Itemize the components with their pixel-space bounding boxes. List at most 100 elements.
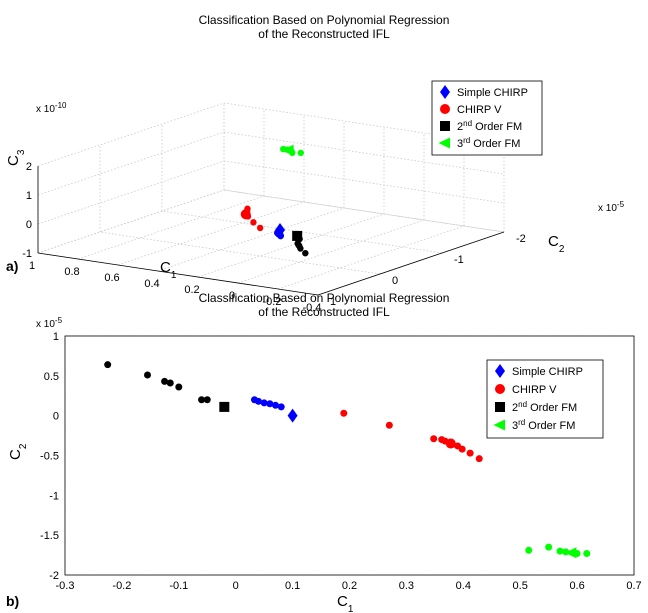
panel-b-legend-box [486,359,604,439]
panel-a-legend-label: CHIRP V [457,104,502,116]
panel-a-c2-tick-label: -1 [454,254,464,266]
panel-a-legend: Simple CHIRP CHIRP V 2nd Order FM 3rd Order… [431,80,543,156]
panel-a-point-chirp-v [244,205,251,212]
panel-b-point-chirp-v [475,455,483,463]
panel-a-wall-grid [37,189,225,254]
panel-b-legend-label: 2nd Order FM [512,400,577,415]
panel-a-wall-grid [223,160,505,204]
panel-a-legend-label: 3rd Order FM [457,136,520,151]
panel-b-ytick-label: 1 [53,331,59,343]
panel-b-c2-exponent: x 10-5 [36,316,63,331]
panel-b-point-simple-chirp [277,403,285,411]
panel-b-ytick-label: 0 [53,411,59,423]
panel-a-point-2nd-order-fm [302,249,309,257]
panel-a-point-chirp-v [250,219,257,226]
panel-b-point-2nd-order-fm [198,396,206,404]
panel-a-c1-tick-label: 0.2 [184,284,199,296]
panel-a-xlabel: C1 [160,259,177,281]
panel-b-xtick-label: 0.3 [399,580,414,592]
panel-a-c1-axis [37,252,319,296]
panel-b-legend-marker [495,384,505,394]
panel-a-legend-label: 2nd Order FM [457,119,522,134]
panel-b-point-2nd-order-fm [175,383,183,391]
panel-b-point-simple-chirp [250,396,258,404]
panel-b-point-chirp-v [441,437,449,445]
panel-b-point-3rd-order-fm [573,549,581,557]
panel-a-legend-marker [438,137,450,149]
panel-a-c2-axis [317,231,505,296]
panel-a-point-simple-chirp [277,232,284,240]
panel-b-point-chirp-v [458,445,466,453]
panel-b-point-3rd-order-fm [525,546,533,554]
panel-b-point-simple-chirp [260,399,268,407]
panel-b-legend-marker [493,419,505,431]
panel-a-c3-exponent: x 10-10 [36,101,67,116]
panel-a-c1-tick-label: 0 [229,290,235,302]
panel-b-xtick-label: -0.3 [56,580,75,592]
panel-b-xtick-label: 0.6 [569,580,584,592]
panel-a-c3-tick-label: 1 [26,190,32,202]
panel-b-label: b) [6,593,19,609]
panel-b-xtick-label: 0.7 [626,580,641,592]
panel-a-point-2nd-order-fm [297,245,304,252]
panel-a-legend-box [431,80,543,156]
panel-b-xtick-label: -0.1 [169,580,188,592]
panel-a-wall-grid [37,160,225,225]
panel-b-point-chirp-v [340,409,348,417]
panel-b-point-2nd-order-fm [161,377,169,385]
panel-b-2d-scatter: Classification Based on Polynomial Regre… [6,291,642,613]
panel-a-c1-tick-label: 0.8 [64,266,79,278]
panel-a-c2-tick-label: 0 [392,275,398,287]
panel-b-legend-label: Simple CHIRP [512,366,583,378]
panel-a-legend-marker [440,104,450,114]
panel-a-floor-grid [237,219,425,284]
panel-b-xtick-label: -0.2 [112,580,131,592]
panel-b-point-2nd-order-fm [166,379,174,387]
panel-b-point-simple-chirp [287,408,298,423]
panel-a-point-3rd-order-fm [297,149,304,157]
panel-a-floor-grid [157,207,345,272]
panel-b-point-2nd-order-fm [203,396,211,404]
panel-a-c2-tick-label: 1 [330,296,336,308]
panel-b-point-simple-chirp [266,400,274,408]
panel-a-point-chirp-v [244,213,252,220]
panel-b-legend-label: 3rd Order FM [512,418,575,433]
panel-b-point-3rd-order-fm [564,547,577,559]
panel-a-title-line1: Classification Based on Polynomial Regre… [199,13,450,27]
panel-a-floor-grid [99,231,381,275]
panel-b-point-simple-chirp [272,401,280,409]
panel-b-ytick-label: 0.5 [44,371,59,383]
panel-b-xtick-label: 0.1 [285,580,300,592]
panel-a-legend-marker [440,121,450,131]
panel-b-point-2nd-order-fm [104,361,112,369]
panel-a-floor-grid [77,195,265,260]
panel-b-title-line1: Classification Based on Polynomial Regre… [199,291,450,305]
panel-b-ytick-label: -1.5 [40,530,59,542]
panel-a-floor-grid [277,225,465,290]
panel-a-legend-marker [440,85,450,99]
panel-b-point-2nd-order-fm [219,401,230,412]
panel-a-c1-tick-label: -0.2 [263,296,282,308]
panel-a-c3-tick-label: 0 [26,219,32,231]
panel-b-xtick-label: 0 [233,580,239,592]
panel-a-floor-grid [161,210,443,254]
panel-b-xtick-label: 0.5 [513,580,528,592]
panel-b-point-chirp-v [430,435,438,443]
panel-a-wall-grid [223,131,505,175]
panel-a-floor-grid [117,201,305,266]
panel-b-point-3rd-order-fm [562,548,570,556]
panel-b-xtick-label: 0.4 [456,580,471,592]
panel-b-point-3rd-order-fm [556,547,564,555]
panel-a-c2-exponent: x 10-5 [598,200,625,215]
panel-b-legend-marker [495,402,505,412]
panel-a-floor-grid [197,213,385,278]
panel-a-c1-tick-label: 1 [29,260,35,272]
panel-b-legend-marker [495,364,505,378]
panel-a-c3-tick-label: -1 [22,248,32,260]
panel-b-title-line2: of the Reconstructed IFL [258,305,390,319]
panel-a-c2-tick-label: -2 [516,233,526,245]
panel-a-legend-label: Simple CHIRP [457,87,528,99]
panel-b-point-3rd-order-fm [583,549,591,557]
panel-a-wall-grid [37,102,225,167]
